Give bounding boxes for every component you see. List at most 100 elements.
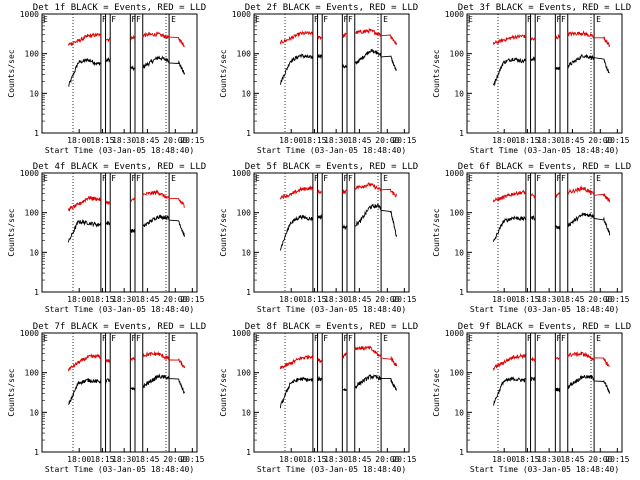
x-tick-label: 20:15	[180, 295, 204, 304]
x-tick-label: 18:15	[302, 295, 326, 304]
y-axis-label: Counts/sec	[432, 368, 441, 416]
events-trace	[105, 57, 111, 63]
x-axis-label: Start Time (03-Jan-05 18:48:40)	[45, 146, 194, 155]
y-tick-label: 1	[34, 129, 39, 138]
y-tick-label: 100	[237, 209, 252, 218]
lld-trace	[317, 358, 323, 363]
flag-label: F	[343, 334, 348, 343]
lld-trace	[492, 33, 527, 46]
events-trace	[67, 218, 102, 243]
events-trace	[555, 224, 561, 230]
events-trace	[567, 53, 610, 74]
x-tick-label: 18:45	[135, 455, 159, 464]
lld-trace	[567, 185, 611, 203]
y-tick-label: 10	[241, 248, 251, 257]
flag-label: F	[348, 334, 353, 343]
y-tick-label: 1	[459, 288, 464, 297]
x-tick-label: 18:45	[560, 455, 584, 464]
events-trace	[567, 212, 611, 236]
x-tick-label: 18:15	[302, 136, 326, 145]
flag-label: F	[323, 15, 328, 24]
lld-trace	[567, 350, 610, 367]
x-tick-label: 20:15	[605, 136, 629, 145]
flag-label: F	[323, 174, 328, 183]
events-trace	[567, 374, 611, 394]
lld-trace	[279, 30, 314, 45]
events-trace	[279, 53, 314, 85]
flag-label: F	[131, 15, 136, 24]
panel-det-1: Det 1f BLACK = Events, RED = LLD 1 10 100 10…	[7, 3, 206, 155]
lld-trace	[555, 33, 561, 40]
lld-trace	[67, 195, 102, 212]
plot-frame	[41, 13, 198, 134]
y-axis-label: Counts/sec	[219, 368, 228, 416]
x-tick-label: 18:45	[347, 455, 371, 464]
x-tick-label: 18:30	[324, 455, 348, 464]
panel-title: Det 4f BLACK = Events, RED = LLD	[33, 162, 206, 172]
end-label-left: E	[255, 174, 260, 183]
y-axis-label: Counts/sec	[219, 208, 228, 256]
end-label-left: E	[468, 15, 473, 24]
x-tick-label: 18:15	[302, 455, 326, 464]
events-trace	[279, 376, 313, 409]
flag-label: F	[323, 334, 328, 343]
panel-title: Det 2f BLACK = Events, RED = LLD	[245, 3, 418, 13]
y-tick-label: 1	[246, 129, 251, 138]
x-tick-label: 18:45	[560, 136, 584, 145]
x-tick-label: 20:15	[392, 455, 416, 464]
x-tick-label: 18:30	[112, 295, 136, 304]
x-tick-label: 20:00	[375, 136, 399, 145]
x-axis-label: Start Time (03-Jan-05 18:48:40)	[257, 146, 406, 155]
y-tick-label: 1	[246, 448, 251, 457]
lld-trace	[567, 30, 611, 47]
lld-trace	[354, 344, 398, 367]
panel-title: Det 3f BLACK = Events, RED = LLD	[458, 3, 631, 13]
flag-label: F	[348, 15, 353, 24]
lld-trace	[279, 185, 314, 200]
lld-trace	[354, 182, 398, 198]
y-tick-label: 1000	[445, 329, 464, 338]
x-tick-label: 18:00	[492, 136, 516, 145]
x-tick-label: 18:15	[515, 295, 539, 304]
flag-label: F	[561, 174, 566, 183]
events-trace	[142, 373, 186, 394]
lld-trace	[130, 34, 136, 41]
x-tick-label: 20:00	[588, 455, 612, 464]
y-tick-label: 1000	[232, 169, 251, 178]
y-tick-label: 100	[25, 209, 40, 218]
y-axis-label: Counts/sec	[219, 49, 228, 97]
y-tick-label: 1000	[20, 329, 39, 338]
y-tick-label: 10	[454, 89, 464, 98]
y-axis-label: Counts/sec	[432, 49, 441, 97]
end-label-left: E	[468, 334, 473, 343]
events-trace	[354, 203, 398, 238]
panel-det-5: Det 5f BLACK = Events, RED = LLD 1 10 100 10…	[219, 162, 418, 314]
events-trace	[317, 375, 323, 382]
events-trace	[142, 55, 186, 75]
events-trace	[105, 378, 111, 383]
x-axis-label: Start Time (03-Jan-05 18:48:40)	[45, 465, 194, 474]
lld-trace	[105, 358, 111, 363]
events-trace	[555, 66, 561, 71]
lld-trace	[492, 352, 527, 372]
x-axis-label: Start Time (03-Jan-05 18:48:40)	[45, 305, 194, 314]
end-label-left: E	[255, 334, 260, 343]
x-tick-label: 18:30	[112, 136, 136, 145]
flag-label: F	[131, 174, 136, 183]
events-trace	[130, 386, 136, 391]
y-tick-label: 10	[241, 89, 251, 98]
plot-frame	[466, 332, 623, 453]
y-tick-label: 10	[241, 408, 251, 417]
flag-label: F	[556, 15, 561, 24]
y-tick-label: 10	[29, 408, 39, 417]
plot-frame	[253, 172, 410, 293]
end-label-right: E	[171, 334, 176, 343]
y-tick-label: 1	[459, 448, 464, 457]
panel-title: Det 9f BLACK = Events, RED = LLD	[458, 322, 631, 332]
lld-trace	[279, 354, 314, 370]
events-trace	[530, 215, 536, 221]
events-trace	[492, 376, 527, 406]
lld-trace	[142, 31, 185, 48]
y-tick-label: 1000	[445, 10, 464, 19]
